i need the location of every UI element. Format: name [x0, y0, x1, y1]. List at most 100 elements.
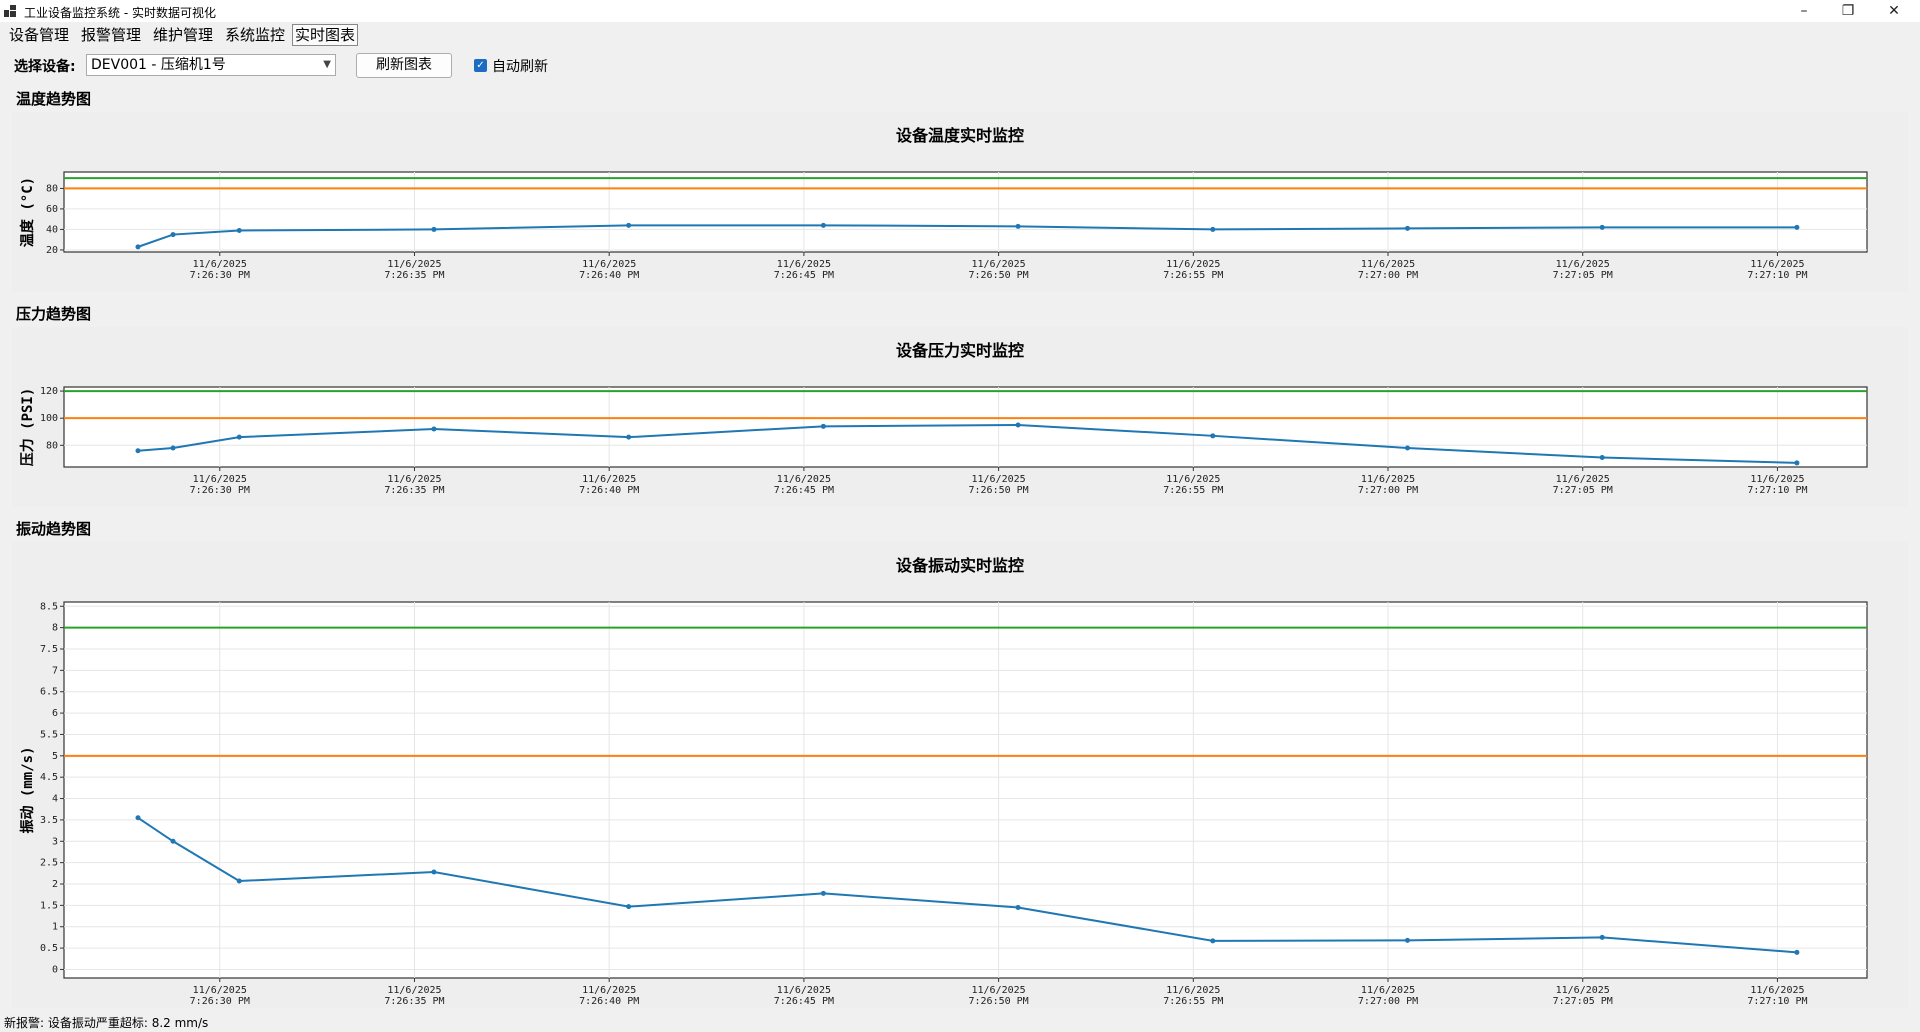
close-button[interactable]: ✕ — [1888, 3, 1900, 19]
x-tick-label-time: 7:26:55 PM — [1163, 270, 1223, 281]
x-tick-label-time: 7:26:30 PM — [190, 996, 250, 1007]
menu-bar: 设备管理 报警管理 维护管理 系统监控 实时图表 — [0, 22, 1920, 46]
refresh-chart-button[interactable]: 刷新图表 — [356, 53, 452, 78]
menu-alarm-management[interactable]: 报警管理 — [81, 26, 142, 44]
y-axis-label: 温度 (°C) — [19, 177, 36, 247]
data-point — [135, 448, 141, 454]
data-point — [1794, 949, 1800, 955]
x-tick-label-time: 7:26:35 PM — [384, 996, 444, 1007]
x-tick-label-date: 11/6/2025 — [1750, 474, 1804, 485]
y-tick-label: 120 — [40, 386, 58, 397]
x-tick-label-time: 7:26:55 PM — [1163, 996, 1223, 1007]
y-tick-label: 80 — [46, 183, 58, 194]
data-point — [626, 904, 632, 910]
auto-refresh-label: 自动刷新 — [492, 59, 548, 75]
x-tick-label-date: 11/6/2025 — [582, 474, 636, 485]
y-tick-label: 4 — [52, 794, 58, 805]
data-point — [431, 226, 437, 232]
x-tick-label-date: 11/6/2025 — [1166, 474, 1220, 485]
x-tick-label-time: 7:26:55 PM — [1163, 485, 1223, 496]
x-tick-label-time: 7:26:45 PM — [774, 485, 834, 496]
temperature-chart-title: 设备温度实时监控 — [895, 126, 1024, 145]
data-point — [820, 890, 826, 896]
temperature-section-title: 温度趋势图 — [16, 90, 92, 108]
x-tick-label-time: 7:26:50 PM — [968, 270, 1028, 281]
x-tick-label-date: 11/6/2025 — [1556, 474, 1610, 485]
toolbar: 选择设备: DEV001 - 压缩机1号 ▼ 刷新图表 ✓ 自动刷新 — [0, 50, 1920, 82]
data-point — [170, 838, 176, 844]
status-bar-text: 新报警: 设备振动严重超标: 8.2 mm/s — [4, 1016, 209, 1030]
x-tick-label-time: 7:26:35 PM — [384, 485, 444, 496]
menu-realtime-charts[interactable]: 实时图表 — [292, 24, 359, 46]
menu-maintenance-management[interactable]: 维护管理 — [153, 26, 214, 44]
app-icon — [4, 5, 16, 17]
data-point — [135, 815, 141, 821]
y-tick-label: 5.5 — [40, 729, 58, 740]
y-tick-label: 6 — [52, 708, 58, 719]
y-tick-label: 1.5 — [40, 900, 58, 911]
x-tick-label-date: 11/6/2025 — [777, 259, 831, 270]
y-tick-label: 1 — [52, 922, 58, 933]
data-point — [1210, 938, 1216, 944]
plot-area — [63, 601, 1868, 979]
x-tick-label-date: 11/6/2025 — [387, 985, 441, 996]
data-point — [431, 869, 437, 875]
title-bar: 工业设备监控系统 - 实时数据可视化 – ❐ ✕ — [0, 0, 1920, 22]
data-point — [170, 445, 176, 451]
x-tick-label-time: 7:26:50 PM — [968, 485, 1028, 496]
data-point — [236, 434, 242, 440]
x-tick-label-time: 7:27:00 PM — [1358, 270, 1418, 281]
x-tick-label-date: 11/6/2025 — [193, 259, 247, 270]
x-tick-label-date: 11/6/2025 — [582, 259, 636, 270]
y-tick-label: 3 — [52, 836, 58, 847]
data-point — [1404, 225, 1410, 231]
y-tick-label: 2 — [52, 879, 58, 890]
menu-system-monitor[interactable]: 系统监控 — [225, 26, 286, 44]
y-tick-label: 3.5 — [40, 815, 58, 826]
vibration-chart-title: 设备振动实时监控 — [895, 556, 1024, 575]
data-point — [1599, 934, 1605, 940]
device-select-value: DEV001 - 压缩机1号 — [91, 57, 226, 73]
y-tick-label: 7 — [52, 665, 58, 676]
y-tick-label: 80 — [46, 440, 58, 451]
y-tick-label: 8 — [52, 623, 58, 634]
x-tick-label-date: 11/6/2025 — [777, 985, 831, 996]
y-tick-label: 7.5 — [40, 644, 58, 655]
x-tick-label-time: 7:27:00 PM — [1358, 485, 1418, 496]
data-point — [236, 227, 242, 233]
x-tick-label-time: 7:27:00 PM — [1358, 996, 1418, 1007]
vibration-chart-panel: 设备振动实时监控 0 0.5 1 1.5 2 2.5 3 3.5 4 4.5 5 5.5 6 6.5 7 7.… — [12, 542, 1908, 1008]
auto-refresh-checkbox[interactable]: ✓ — [474, 59, 487, 72]
menu-device-management[interactable]: 设备管理 — [9, 26, 70, 44]
plot-area — [63, 171, 1868, 253]
data-point — [1599, 224, 1605, 230]
data-point — [820, 423, 826, 429]
x-tick-label-date: 11/6/2025 — [193, 474, 247, 485]
y-tick-label: 5 — [52, 751, 58, 762]
x-tick-label-date: 11/6/2025 — [387, 259, 441, 270]
plot-area — [63, 386, 1868, 468]
data-point — [1210, 433, 1216, 439]
device-select[interactable]: DEV001 - 压缩机1号 ▼ — [86, 54, 336, 76]
minimize-button[interactable]: – — [1800, 3, 1808, 19]
data-point — [1210, 226, 1216, 232]
maximize-button[interactable]: ❐ — [1841, 3, 1855, 19]
chevron-down-icon: ▼ — [323, 59, 331, 70]
x-tick-label-date: 11/6/2025 — [1556, 259, 1610, 270]
x-tick-label-date: 11/6/2025 — [777, 474, 831, 485]
x-tick-label-date: 11/6/2025 — [972, 259, 1026, 270]
x-tick-label-date: 11/6/2025 — [1166, 985, 1220, 996]
x-tick-label-time: 7:27:10 PM — [1747, 270, 1807, 281]
x-tick-label-time: 7:26:45 PM — [774, 996, 834, 1007]
pressure-chart-panel: 设备压力实时监控 80 100 120 11/6/2025 7:26:30 PM 11/6… — [12, 327, 1908, 507]
data-point — [1015, 422, 1021, 428]
x-tick-label-time: 7:26:40 PM — [579, 485, 639, 496]
y-tick-label: 0.5 — [40, 943, 58, 954]
x-tick-label-date: 11/6/2025 — [972, 474, 1026, 485]
y-tick-label: 8.5 — [40, 601, 58, 612]
window-title: 工业设备监控系统 - 实时数据可视化 — [24, 6, 216, 20]
x-tick-label-date: 11/6/2025 — [1361, 259, 1415, 270]
x-tick-label-time: 7:27:05 PM — [1553, 996, 1613, 1007]
x-tick-label-time: 7:26:40 PM — [579, 996, 639, 1007]
x-tick-label-date: 11/6/2025 — [1361, 474, 1415, 485]
